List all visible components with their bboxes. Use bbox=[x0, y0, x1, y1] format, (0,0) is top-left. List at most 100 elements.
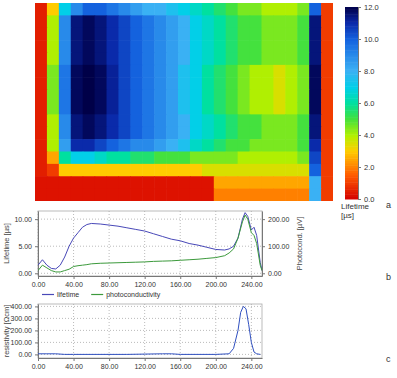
heat-cell bbox=[190, 102, 203, 115]
tick-mark bbox=[251, 276, 252, 279]
heat-cell bbox=[95, 176, 108, 189]
heat-cell bbox=[71, 65, 84, 78]
heat-cell bbox=[154, 28, 167, 41]
heat-cell bbox=[190, 114, 203, 127]
heat-cell bbox=[238, 77, 251, 90]
heat-cell bbox=[59, 3, 72, 16]
heat-cell bbox=[95, 139, 108, 152]
axis: 12.010.08.06.04.02.00.0 bbox=[358, 3, 379, 204]
heat-cell bbox=[214, 152, 227, 165]
heat-cell bbox=[297, 139, 310, 152]
tick: 240.00 bbox=[241, 358, 263, 370]
legend-label: photoconductivity bbox=[106, 291, 161, 299]
tick-label: 120.00 bbox=[134, 281, 156, 288]
tick-mark bbox=[35, 354, 38, 355]
heat-cell bbox=[238, 65, 251, 78]
heat-cell bbox=[154, 114, 167, 127]
heat-cell bbox=[59, 164, 72, 177]
heat-cell bbox=[261, 176, 274, 189]
heat-cell bbox=[154, 127, 167, 140]
heat-cell bbox=[118, 77, 131, 90]
heat-cell bbox=[47, 40, 60, 53]
heat-cell bbox=[107, 40, 120, 53]
heat-cell bbox=[107, 114, 120, 127]
heat-cell bbox=[166, 176, 179, 189]
heat-cell bbox=[285, 127, 298, 140]
heat-cell bbox=[83, 3, 96, 16]
heat-cell bbox=[321, 139, 333, 152]
heat-cell bbox=[35, 65, 48, 78]
tick: 80.00 bbox=[101, 276, 119, 288]
tick: 0.00 bbox=[32, 276, 46, 288]
heat-cell bbox=[83, 40, 96, 53]
heat-cell bbox=[35, 3, 48, 16]
heat-cell bbox=[250, 127, 263, 140]
heat-cell bbox=[130, 40, 143, 53]
heat-cell bbox=[178, 90, 191, 103]
tick-mark bbox=[74, 358, 75, 361]
tick-label: 5.00 bbox=[18, 243, 32, 250]
heat-cell bbox=[214, 164, 227, 177]
heat-cell bbox=[47, 176, 60, 189]
tick-mark bbox=[262, 219, 265, 220]
heat-cell bbox=[178, 53, 191, 66]
heat-cell bbox=[178, 40, 191, 53]
heat-cell bbox=[250, 176, 263, 189]
heat-cell bbox=[309, 28, 322, 41]
heat-cell bbox=[250, 114, 263, 127]
heat-cell bbox=[202, 90, 215, 103]
heat-cell bbox=[309, 77, 322, 90]
grid-line bbox=[109, 211, 110, 276]
series-line bbox=[38, 215, 262, 272]
heat-cell bbox=[47, 53, 60, 66]
tick-mark bbox=[358, 199, 361, 200]
tick: 300.00 bbox=[11, 315, 38, 322]
heat-cell bbox=[297, 77, 310, 90]
heat-cell bbox=[142, 15, 155, 28]
grid-line bbox=[180, 304, 181, 358]
legend-swatch bbox=[42, 294, 54, 295]
heat-cell bbox=[83, 127, 96, 140]
heat-cell bbox=[118, 114, 131, 127]
heat-cell bbox=[59, 139, 72, 152]
heat-cell bbox=[226, 139, 239, 152]
heat-cell bbox=[226, 114, 239, 127]
heat-cell bbox=[142, 127, 155, 140]
heat-cell bbox=[202, 176, 215, 189]
figure: 12.010.08.06.04.02.00.0Lifetime[µs]a0.00… bbox=[0, 0, 397, 378]
tick-mark bbox=[358, 39, 361, 40]
heat-cell bbox=[309, 152, 322, 165]
heat-cell bbox=[95, 28, 108, 41]
heat-cell bbox=[178, 189, 191, 201]
heat-cell bbox=[321, 176, 333, 189]
heat-cell bbox=[166, 40, 179, 53]
heat-cell bbox=[59, 152, 72, 165]
heat-cell bbox=[71, 127, 84, 140]
heat-cell bbox=[130, 189, 143, 201]
heat-cell bbox=[95, 77, 108, 90]
heat-cell bbox=[35, 114, 48, 127]
heat-cell bbox=[297, 102, 310, 115]
tick: 4.0 bbox=[358, 131, 374, 140]
heat-cell bbox=[118, 139, 131, 152]
heat-cell bbox=[214, 90, 227, 103]
heat-cell bbox=[142, 164, 155, 177]
heat-cell bbox=[35, 15, 48, 28]
tick: 0.00 bbox=[262, 270, 282, 277]
heat-cell bbox=[142, 176, 155, 189]
tick-mark bbox=[180, 358, 181, 361]
legend-swatch bbox=[91, 294, 103, 295]
tick-mark bbox=[251, 358, 252, 361]
heat-cell bbox=[190, 40, 203, 53]
heat-cell bbox=[71, 40, 84, 53]
tick-label: 120.00 bbox=[134, 363, 156, 370]
heat-cell bbox=[71, 77, 84, 90]
heat-cell bbox=[142, 102, 155, 115]
heat-cell bbox=[59, 114, 72, 127]
heat-cell bbox=[47, 102, 60, 115]
heat-cell bbox=[118, 40, 131, 53]
heat-cell bbox=[83, 139, 96, 152]
heat-cell bbox=[130, 28, 143, 41]
heat-cell bbox=[95, 127, 108, 140]
tick: 10.0 bbox=[358, 35, 379, 44]
